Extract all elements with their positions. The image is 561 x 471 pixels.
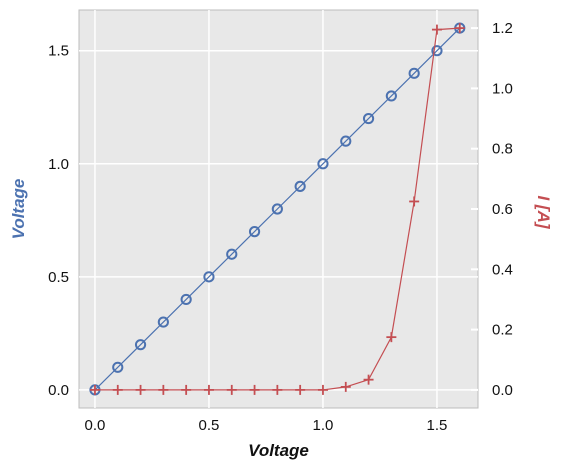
data-point [363,374,374,385]
data-point [89,384,100,395]
data-point [409,196,420,207]
x-tick-label: 1.0 [313,417,334,434]
right-y-tick-label: 0.6 [492,201,513,218]
left-y-tick-label: 0.5 [48,269,69,286]
data-point [362,112,375,125]
data-point [226,248,238,260]
right-y-tick-label: 0.0 [492,382,513,399]
voltage-series [89,22,466,396]
right-y-axis-title: I [A] [534,195,553,229]
data-point [386,332,397,343]
x-tick-label: 0.0 [85,417,106,434]
data-point [340,381,351,392]
data-point [203,271,215,283]
data-point [158,384,169,395]
data-point [295,384,306,395]
data-point [294,180,306,192]
data-point [180,293,192,306]
x-tick-label: 1.5 [427,417,448,434]
data-point [203,384,214,395]
data-point [454,23,465,34]
series-layer [89,22,466,396]
data-point [317,158,329,170]
right-y-tick-label: 0.8 [492,141,513,158]
data-point [385,90,397,102]
right-y-tick-label: 1.0 [492,80,513,97]
data-point [340,135,352,147]
x-tick-label: 0.5 [199,417,220,434]
left-y-tick-label: 1.0 [48,156,69,173]
data-point [317,384,328,395]
left-y-axis-title: Voltage [9,179,28,240]
data-point [157,316,169,328]
data-point [135,384,146,395]
data-point [249,384,260,395]
data-point [272,384,283,395]
data-point [134,339,147,351]
data-point [271,203,283,215]
right-y-tick-label: 1.2 [492,20,513,37]
left-y-tick-label: 0.0 [48,382,69,399]
data-point [112,384,123,395]
data-point [226,384,237,395]
x-axis-title: Voltage [248,441,309,460]
current-series [89,23,465,395]
tick-labels: 0.0 0.5 1.0 1.5 0.0 0.5 1.0 1.5 0.0 0.2 0.4 0.6 0.8 1… [48,20,513,434]
data-point [431,24,442,35]
data-point [408,67,420,79]
data-point [248,226,261,238]
data-point [112,361,124,373]
data-point [181,384,192,395]
series-line [94,27,461,391]
data-point [431,45,443,57]
right-y-tick-label: 0.2 [492,322,513,339]
right-y-tick-label: 0.4 [492,261,513,278]
left-y-tick-label: 1.5 [48,43,69,60]
